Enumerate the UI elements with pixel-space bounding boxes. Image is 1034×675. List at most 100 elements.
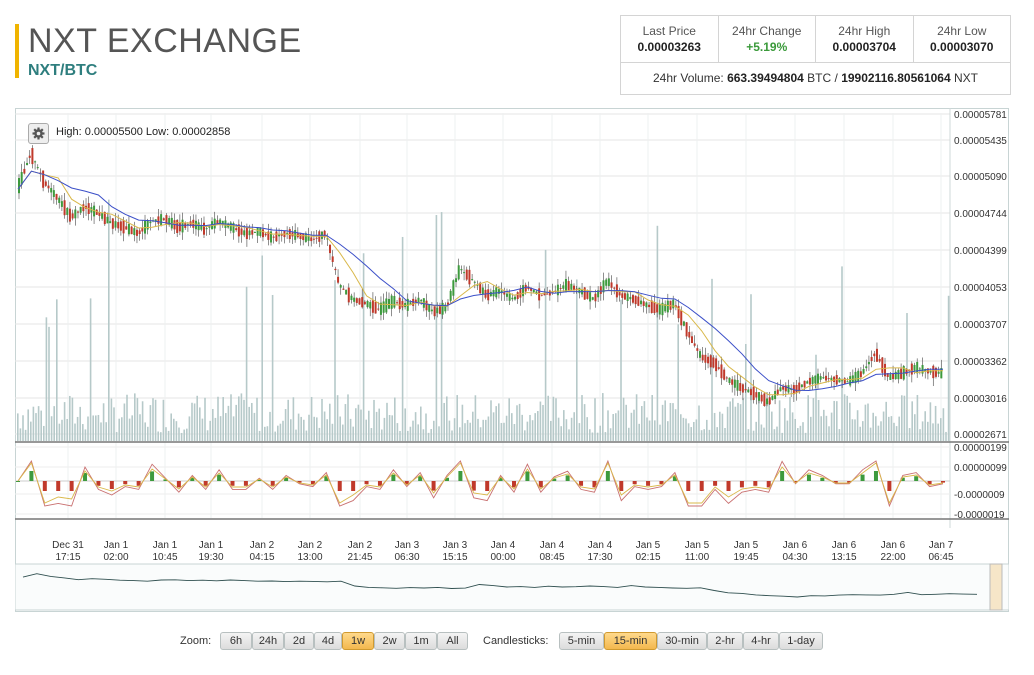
candle-body (267, 231, 270, 240)
volume-bar (719, 411, 721, 441)
time-tick-label-time: 19:45 (733, 552, 758, 563)
candle-body (20, 172, 23, 185)
volume-bar (183, 429, 185, 441)
candle-button-30-min[interactable]: 30-min (657, 632, 707, 650)
volume-bar (326, 419, 328, 441)
candle-body (98, 211, 101, 216)
volume-bar (570, 417, 573, 441)
zoom-button-2d[interactable]: 2d (284, 632, 314, 650)
chart-settings-button[interactable] (28, 123, 49, 144)
macd-histogram-bar (780, 471, 785, 481)
macd-histogram-bar (109, 481, 114, 489)
time-tick-label-time: 22:00 (880, 552, 905, 563)
volume-bar (456, 395, 458, 441)
candle-body (717, 367, 720, 369)
volume-bar (157, 431, 159, 441)
candle-body (186, 224, 189, 226)
candle-body (800, 384, 803, 387)
volume-bar (695, 419, 698, 441)
zoom-button-1m[interactable]: 1m (405, 632, 437, 650)
volume-bar (799, 425, 802, 441)
zoom-button-24h[interactable]: 24h (252, 632, 284, 650)
candle-body (473, 281, 476, 283)
candle-body (771, 395, 774, 400)
candle-button-1-day[interactable]: 1-day (779, 632, 823, 650)
volume-bar (682, 417, 685, 441)
candle-button-15-min[interactable]: 15-min (604, 632, 657, 650)
volume-bar (724, 428, 726, 441)
macd-histogram-bar (377, 481, 382, 486)
volume-bar (100, 422, 102, 441)
candle-button-5-min[interactable]: 5-min (559, 632, 604, 650)
candle-body (259, 228, 262, 236)
macd-histogram-bar (632, 481, 637, 485)
volume-bar (604, 432, 607, 441)
candle-body (878, 358, 881, 362)
candle-body (28, 155, 31, 158)
volume-bar (269, 411, 271, 441)
macd-histogram-bar (565, 475, 570, 481)
volume-bar (222, 397, 224, 441)
volume-bar (362, 253, 365, 441)
volume-bar (399, 430, 401, 441)
volume-bar (732, 398, 734, 441)
time-tick-label-time: 06:45 (928, 552, 953, 563)
volume-bar (232, 416, 235, 441)
candle-body (251, 230, 254, 235)
volume-bar (24, 429, 27, 441)
zoom-button-2w[interactable]: 2w (374, 632, 405, 650)
candle-body (353, 297, 356, 302)
candle-body (543, 293, 546, 296)
candle-body (932, 365, 935, 379)
volume-bar (347, 394, 349, 441)
volume-bar (739, 404, 742, 441)
volume-bar (557, 417, 560, 441)
macd-histogram-bar (176, 481, 181, 488)
volume-bar (560, 426, 562, 441)
candle-body (135, 229, 138, 236)
volume-bar (149, 405, 152, 441)
candle-body (127, 223, 130, 235)
candle-button-4-hr[interactable]: 4-hr (743, 632, 779, 650)
volume-bar (690, 427, 692, 441)
volume-bar (479, 427, 482, 441)
volume-bar (139, 414, 141, 441)
price-chart[interactable]: 0.00005781 0.00005435 0.00005090 0.00004744… (15, 108, 1009, 612)
volume-bar (30, 421, 32, 441)
candle-body (312, 238, 315, 240)
volume-btc-unit: BTC (807, 71, 832, 85)
candle-body (463, 272, 466, 274)
volume-bar (508, 398, 510, 441)
candle-body (76, 211, 79, 213)
volume-bar (919, 429, 921, 441)
volume-bar (102, 403, 105, 441)
volume-bar (396, 423, 399, 441)
candle-button-2-hr[interactable]: 2-hr (707, 632, 743, 650)
volume-bar (563, 410, 565, 441)
zoom-button-4d[interactable]: 4d (314, 632, 342, 650)
candle-body (18, 178, 20, 194)
candle-body (157, 216, 160, 224)
volume-bar (565, 419, 568, 441)
volume-bar (677, 324, 679, 441)
candle-body (270, 231, 273, 243)
volume-nxt: 19902116.80561064 (841, 71, 951, 85)
volume-bar (846, 395, 848, 441)
candle-body (393, 296, 396, 308)
zoom-button-All[interactable]: All (437, 632, 468, 650)
time-tick-label-date: Jan 2 (348, 540, 373, 551)
volume-bar (180, 432, 183, 441)
volume-bar (443, 402, 445, 441)
volume-bar (589, 429, 591, 441)
macd-histogram-bar (257, 479, 262, 481)
candle-body (760, 394, 763, 402)
zoom-button-6h[interactable]: 6h (220, 632, 252, 650)
candle-body (559, 288, 562, 290)
macd-histogram-bar (847, 481, 852, 483)
candle-body (307, 235, 310, 241)
volume-bar (40, 410, 42, 441)
macd-histogram-bar (927, 481, 932, 485)
zoom-button-1w[interactable]: 1w (342, 632, 374, 650)
candle-body (154, 219, 157, 222)
volume-bar (713, 412, 716, 441)
